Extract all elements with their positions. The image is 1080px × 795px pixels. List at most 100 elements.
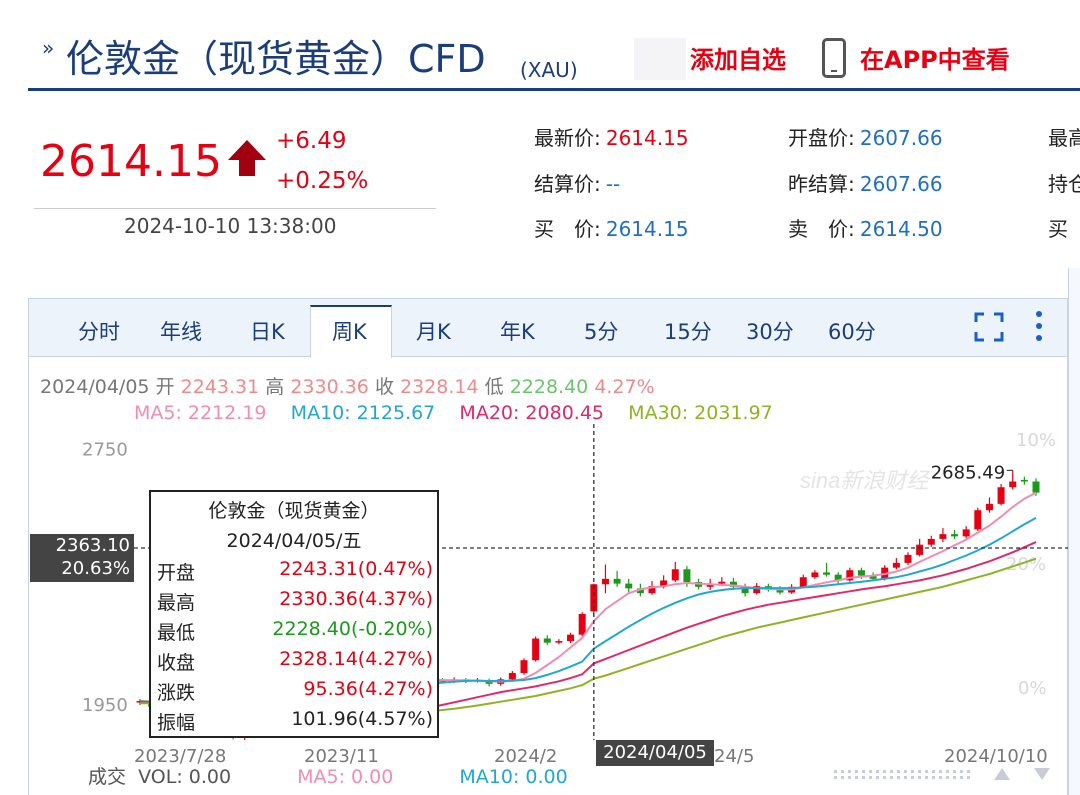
tab-0[interactable]: 分时 — [78, 320, 120, 344]
tooltip-row: 最低 2228.40(-0.20%) — [151, 618, 437, 648]
info-date: 2024/04/05 — [40, 376, 150, 398]
quote-field: 持仓 — [1048, 168, 1080, 197]
quote-field: 结算价: -- — [534, 168, 620, 197]
quote-field-label: 买 — [1048, 217, 1068, 241]
info-close-label: 收 — [374, 376, 394, 398]
tab-4[interactable]: 月K — [416, 320, 451, 344]
candle-body — [834, 574, 842, 581]
candle-body — [811, 572, 819, 578]
volume-ma5: MA5: 0.00 — [297, 766, 394, 788]
price-change: +6.49 — [276, 128, 347, 154]
quote-field-value: 2614.50 — [859, 217, 943, 241]
candle-body — [1020, 479, 1028, 482]
scroll-dot — [932, 770, 935, 773]
page-title: 伦敦金（现货黄金）CFD — [66, 37, 486, 81]
page-subtitle: (XAU) — [520, 58, 578, 82]
current-price: 2614.15 — [40, 136, 222, 187]
chart-panel — [28, 298, 1068, 795]
candle-body — [904, 554, 912, 563]
candle-body — [799, 577, 807, 587]
x-tick-label: 24/5 — [714, 746, 754, 767]
scroll-dot — [960, 776, 963, 779]
fullscreen-icon[interactable] — [974, 312, 1004, 342]
quote-field: 卖 价: 2614.50 — [788, 213, 943, 242]
quote-field-label: 结算价: — [534, 172, 601, 196]
scroll-dot — [911, 770, 914, 773]
scroll-dot — [953, 770, 956, 773]
legend-ma20: MA20: 2080.45 — [459, 402, 604, 424]
y-tick-label: 2750 — [82, 440, 128, 461]
scroll-dot — [876, 776, 879, 779]
candle-body — [543, 638, 551, 643]
legend-ma10: MA10: 2125.67 — [290, 402, 436, 424]
candle-body — [671, 569, 679, 581]
x-tick-label: 2024/10/10 — [944, 746, 1048, 767]
candle-body — [892, 562, 900, 568]
quote-field-value: 2607.66 — [859, 126, 943, 150]
scroll-dot — [904, 770, 907, 773]
scroll-dot — [953, 776, 956, 779]
tab-7[interactable]: 15分 — [664, 320, 712, 344]
candle-body — [718, 581, 726, 584]
candle-body — [776, 589, 784, 593]
candle-body — [625, 583, 633, 589]
tab-1[interactable]: 年线 — [160, 320, 202, 344]
crosshair-y-pct: 20.63% — [61, 558, 130, 579]
scroll-dot — [918, 776, 921, 779]
quote-field-label: 最新价: — [534, 126, 601, 150]
tab-8[interactable]: 30分 — [746, 320, 794, 344]
candle-body — [1032, 481, 1040, 493]
scroll-down-icon — [1034, 768, 1050, 780]
candle-body — [601, 578, 609, 585]
scroll-dot — [855, 770, 858, 773]
title-divider — [28, 88, 1080, 91]
scroll-dot — [946, 770, 949, 773]
scroll-dot — [897, 770, 900, 773]
tab-3[interactable]: 周K — [332, 320, 367, 344]
scroll-dot — [869, 770, 872, 773]
quote-field-label: 买 价: — [534, 217, 601, 241]
candle-body — [613, 578, 621, 584]
x-tick-label: 2024/2 — [494, 746, 557, 767]
phone-icon[interactable] — [822, 38, 846, 78]
candle-body — [869, 575, 877, 579]
tooltip-row-value: 2328.14(4.27%) — [279, 648, 433, 670]
scroll-dot — [862, 770, 865, 773]
quote-field: 买 价: 2614.15 — [534, 213, 689, 242]
scroll-dot — [967, 770, 970, 773]
legend-ma5: MA5: 2212.19 — [134, 402, 267, 424]
watermark: sina新浪财经 — [800, 468, 930, 493]
tab-2[interactable]: 日K — [250, 320, 285, 344]
candle-body — [636, 588, 644, 594]
info-high: 2330.36 — [290, 376, 369, 398]
add-favorite-button[interactable]: 添加自选 — [690, 46, 786, 74]
scroll-dot — [918, 770, 921, 773]
info-low-label: 低 — [484, 376, 504, 398]
scroll-dot — [939, 770, 942, 773]
candle-body — [741, 586, 749, 594]
tooltip-row-value: 101.96(4.57%) — [291, 708, 433, 730]
scroll-dot — [967, 776, 970, 779]
volume-vol: VOL: 0.00 — [138, 766, 232, 788]
candle-body — [857, 570, 865, 576]
scroll-dot — [890, 776, 893, 779]
open-in-app-button[interactable]: 在APP中查看 — [860, 46, 1010, 74]
scroll-dot — [925, 770, 928, 773]
scroll-dot — [960, 770, 963, 773]
max-price-label: 2685.49 — [931, 462, 1005, 483]
scroll-dot — [883, 770, 886, 773]
more-menu-icon[interactable] — [1032, 310, 1046, 342]
y-tick-label: 1950 — [82, 695, 128, 716]
quote-field-label: 昨结算: — [788, 172, 855, 196]
scroll-dot — [862, 776, 865, 779]
candle-body — [846, 570, 854, 581]
scroll-dot — [911, 776, 914, 779]
tab-9[interactable]: 60分 — [828, 320, 876, 344]
tab-6[interactable]: 5分 — [584, 320, 619, 344]
volume-legend: 成交 VOL: 0.00 MA5: 0.00 MA10: 0.00 — [88, 762, 568, 789]
tooltip-row-label: 开盘 — [157, 562, 196, 584]
candle-body — [729, 581, 737, 587]
scroll-dot — [890, 770, 893, 773]
tooltip-row-label: 最高 — [157, 592, 196, 614]
tab-5[interactable]: 年K — [500, 320, 535, 344]
